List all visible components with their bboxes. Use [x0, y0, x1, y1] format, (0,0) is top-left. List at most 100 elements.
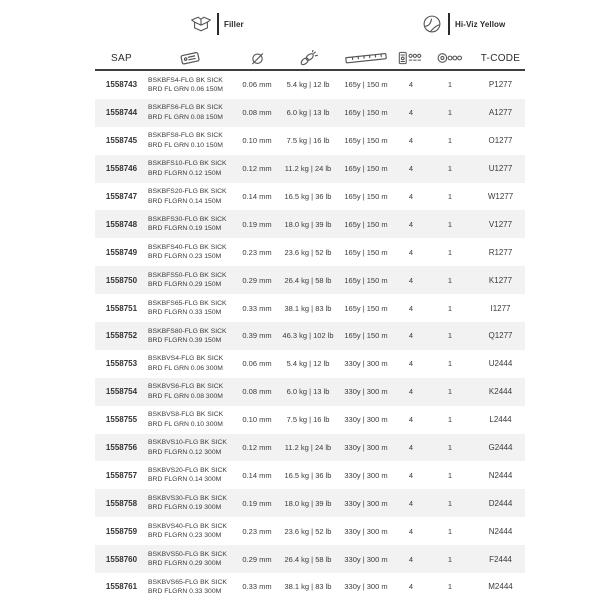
diameter-value: 0.39 mm	[232, 331, 282, 340]
tcode-value: R1277	[476, 248, 525, 257]
qty-case-value: 1	[424, 555, 476, 564]
strength-value: 5.4 kg | 12 lb	[282, 359, 334, 368]
table-row: 1558756 BSKBVS10-FLG BK SICK BRD FLGRN 0…	[95, 434, 525, 462]
product-name-line2: BRD FLGRN 0.29 150M	[148, 280, 221, 289]
table-row: 1558760 BSKBVS50-FLG BK SICK BRD FLGRN 0…	[95, 545, 525, 573]
qty-inner-value: 4	[398, 471, 424, 480]
product-name-line1: BSKBFS65-FLG BK SICK	[148, 299, 227, 308]
length-value: 330y | 300 m	[334, 359, 398, 368]
length-value: 165y | 150 m	[334, 276, 398, 285]
sap-number: 1558760	[95, 555, 148, 564]
table-row: 1558746 BSKBFS10-FLG BK SICK BRD FLGRN 0…	[95, 155, 525, 183]
qty-inner-value: 4	[398, 555, 424, 564]
strength-value: 18.0 kg | 39 lb	[282, 220, 334, 229]
strength-value: 6.0 kg | 13 lb	[282, 387, 334, 396]
diameter-value: 0.33 mm	[232, 304, 282, 313]
length-value: 330y | 300 m	[334, 415, 398, 424]
legend-filler-label: Filler	[224, 20, 244, 29]
diameter-value: 0.14 mm	[232, 471, 282, 480]
qty-inner-value: 4	[398, 499, 424, 508]
diameter-value: 0.29 mm	[232, 276, 282, 285]
tcode-value: Q1277	[476, 331, 525, 340]
product-name: BSKBFS50-FLG BK SICK BRD FLGRN 0.29 150M	[148, 271, 232, 290]
spool-quantity-icon	[437, 51, 464, 65]
chain-links-icon	[298, 50, 319, 67]
product-name-line2: BRD FLGRN 0.19 300M	[148, 503, 221, 512]
length-value: 330y | 300 m	[334, 499, 398, 508]
table-row: 1558744 BSKBFS6-FLG BK SICK BRD FL GRN 0…	[95, 99, 525, 127]
tcode-value: K2444	[476, 387, 525, 396]
product-name-line2: BRD FLGRN 0.39 150M	[148, 336, 221, 345]
qty-case-value: 1	[424, 248, 476, 257]
sap-number: 1558752	[95, 331, 148, 340]
sap-number: 1558748	[95, 220, 148, 229]
product-name: BSKBFS80-FLG BK SICK BRD FLGRN 0.39 150M	[148, 327, 232, 346]
product-name: BSKBVS4-FLG BK SICK BRD FL GRN 0.06 300M	[148, 354, 232, 373]
tcode-value: I1277	[476, 304, 525, 313]
qty-inner-value: 4	[398, 443, 424, 452]
qty-inner-value: 4	[398, 582, 424, 591]
qty-case-value: 1	[424, 499, 476, 508]
product-name: BSKBVS20-FLG BK SICK BRD FLGRN 0.14 300M	[148, 466, 232, 485]
product-name-line2: BRD FLGRN 0.14 150M	[148, 197, 221, 206]
diameter-value: 0.33 mm	[232, 582, 282, 591]
strength-value: 18.0 kg | 39 lb	[282, 499, 334, 508]
product-name-line1: BSKBVS50-FLG BK SICK	[148, 550, 227, 559]
diameter-value: 0.08 mm	[232, 387, 282, 396]
product-name: BSKBVS30-FLG BK SICK BRD FLGRN 0.19 300M	[148, 494, 232, 513]
strength-value: 16.5 kg | 36 lb	[282, 192, 334, 201]
product-tag-icon	[178, 50, 202, 66]
product-name: BSKBFS10-FLG BK SICK BRD FLGRN 0.12 150M	[148, 159, 232, 178]
product-name-line1: BSKBFS80-FLG BK SICK	[148, 327, 227, 336]
table-body: 1558743 BSKBFS4-FLG BK SICK BRD FL GRN 0…	[95, 71, 525, 601]
sap-number: 1558750	[95, 276, 148, 285]
strength-value: 5.4 kg | 12 lb	[282, 80, 334, 89]
product-name: BSKBFS30-FLG BK SICK BRD FLGRN 0.19 150M	[148, 215, 232, 234]
product-name-line1: BSKBFS10-FLG BK SICK	[148, 159, 227, 168]
product-name-line1: BSKBFS8-FLG BK SICK	[148, 131, 223, 140]
diameter-value: 0.12 mm	[232, 164, 282, 173]
header-diameter	[232, 51, 282, 66]
table-row: 1558749 BSKBFS40-FLG BK SICK BRD FLGRN 0…	[95, 238, 525, 266]
tcode-value: O1277	[476, 136, 525, 145]
diameter-value: 0.29 mm	[232, 555, 282, 564]
tcode-value: W1277	[476, 192, 525, 201]
sap-number: 1558755	[95, 415, 148, 424]
qty-case-value: 1	[424, 415, 476, 424]
product-name: BSKBVS10-FLG BK SICK BRD FLGRN 0.12 300M	[148, 438, 232, 457]
tcode-value: A1277	[476, 108, 525, 117]
tcode-value: U2444	[476, 359, 525, 368]
product-name: BSKBVS8-FLG BK SICK BRD FL GRN 0.10 300M	[148, 410, 232, 429]
product-name-line1: BSKBVS40-FLG BK SICK	[148, 522, 227, 531]
sap-number: 1558743	[95, 80, 148, 89]
qty-case-value: 1	[424, 304, 476, 313]
qty-case-value: 1	[424, 387, 476, 396]
diameter-value: 0.14 mm	[232, 192, 282, 201]
sap-number: 1558756	[95, 443, 148, 452]
strength-value: 26.4 kg | 58 lb	[282, 276, 334, 285]
strength-value: 11.2 kg | 24 lb	[282, 164, 334, 173]
diameter-value: 0.19 mm	[232, 499, 282, 508]
header-breaking-strength	[282, 50, 334, 67]
product-name-line2: BRD FLGRN 0.33 300M	[148, 587, 221, 596]
table-header-row: SAP	[95, 47, 525, 71]
ruler-icon	[343, 51, 389, 65]
qty-inner-value: 4	[398, 164, 424, 173]
product-name-line1: BSKBVS6-FLG BK SICK	[148, 382, 223, 391]
qty-case-value: 1	[424, 471, 476, 480]
product-name-line1: BSKBFS40-FLG BK SICK	[148, 243, 227, 252]
strength-value: 46.3 kg | 102 lb	[282, 331, 334, 340]
header-product-name	[148, 50, 232, 66]
length-value: 330y | 300 m	[334, 555, 398, 564]
tcode-value: N2444	[476, 471, 525, 480]
product-name-line2: BRD FLGRN 0.23 150M	[148, 252, 221, 261]
product-name-line2: BRD FLGRN 0.29 300M	[148, 559, 221, 568]
sap-number: 1558757	[95, 471, 148, 480]
product-name-line1: BSKBVS65-FLG BK SICK	[148, 578, 227, 587]
qty-inner-value: 4	[398, 387, 424, 396]
diameter-icon	[250, 51, 265, 66]
qty-inner-value: 4	[398, 108, 424, 117]
length-value: 165y | 150 m	[334, 80, 398, 89]
product-name: BSKBFS8-FLG BK SICK BRD FL GRN 0.10 150M	[148, 131, 232, 150]
product-name-line2: BRD FLGRN 0.14 300M	[148, 475, 221, 484]
